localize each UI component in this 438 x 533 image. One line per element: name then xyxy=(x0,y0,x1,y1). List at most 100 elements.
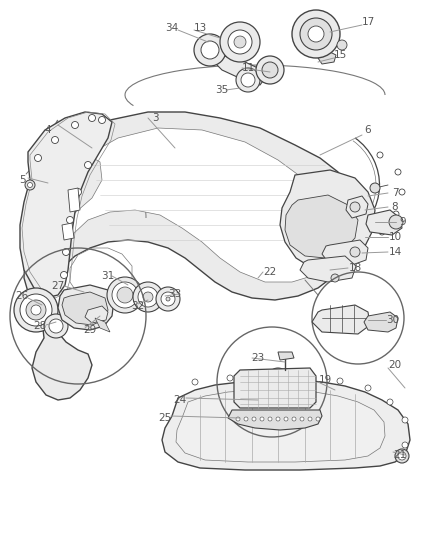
Text: 33: 33 xyxy=(168,289,182,299)
Text: 28: 28 xyxy=(33,321,46,331)
Circle shape xyxy=(67,216,74,223)
Text: 10: 10 xyxy=(389,232,402,242)
Polygon shape xyxy=(20,112,112,298)
Circle shape xyxy=(308,417,312,421)
Polygon shape xyxy=(228,410,322,430)
Polygon shape xyxy=(68,188,80,212)
Circle shape xyxy=(74,189,81,196)
Polygon shape xyxy=(58,285,114,330)
Polygon shape xyxy=(162,380,410,470)
Circle shape xyxy=(156,287,180,311)
Circle shape xyxy=(220,22,260,62)
Circle shape xyxy=(268,417,272,421)
Polygon shape xyxy=(285,195,358,258)
Circle shape xyxy=(112,282,138,308)
Circle shape xyxy=(194,34,226,66)
Circle shape xyxy=(268,368,288,388)
Circle shape xyxy=(265,375,271,381)
Text: 32: 32 xyxy=(131,301,145,311)
Polygon shape xyxy=(40,128,336,320)
Circle shape xyxy=(228,30,252,54)
Circle shape xyxy=(71,122,78,128)
Circle shape xyxy=(133,282,163,312)
Text: 27: 27 xyxy=(51,281,65,291)
Text: 35: 35 xyxy=(215,85,229,95)
Polygon shape xyxy=(85,306,108,323)
Circle shape xyxy=(402,442,408,448)
Circle shape xyxy=(337,378,343,384)
Text: 22: 22 xyxy=(263,267,277,277)
Text: 15: 15 xyxy=(333,50,346,60)
Text: 34: 34 xyxy=(166,23,179,33)
Circle shape xyxy=(63,248,70,255)
Circle shape xyxy=(138,287,158,307)
Text: 4: 4 xyxy=(45,125,51,135)
Circle shape xyxy=(14,288,58,332)
Circle shape xyxy=(284,417,288,421)
Circle shape xyxy=(236,417,240,421)
Text: 14: 14 xyxy=(389,247,402,257)
Circle shape xyxy=(25,180,35,190)
Circle shape xyxy=(20,294,52,326)
Circle shape xyxy=(244,417,248,421)
Circle shape xyxy=(350,202,360,212)
Circle shape xyxy=(35,155,42,161)
Circle shape xyxy=(337,40,347,50)
Circle shape xyxy=(252,417,256,421)
Text: 7: 7 xyxy=(392,188,398,198)
Circle shape xyxy=(31,305,41,315)
Circle shape xyxy=(262,62,278,78)
Polygon shape xyxy=(62,292,108,325)
Text: 23: 23 xyxy=(251,353,265,363)
Circle shape xyxy=(26,300,46,320)
Circle shape xyxy=(387,399,393,405)
Circle shape xyxy=(273,373,283,383)
Polygon shape xyxy=(318,52,336,64)
Polygon shape xyxy=(312,305,370,334)
Circle shape xyxy=(161,292,175,306)
Circle shape xyxy=(377,152,383,158)
Text: 17: 17 xyxy=(361,17,374,27)
Polygon shape xyxy=(322,240,368,265)
Circle shape xyxy=(99,117,106,124)
Circle shape xyxy=(316,417,320,421)
Circle shape xyxy=(402,417,408,423)
Circle shape xyxy=(292,10,340,58)
Text: 9: 9 xyxy=(400,217,406,227)
Circle shape xyxy=(44,314,68,338)
Circle shape xyxy=(300,417,304,421)
Text: 3: 3 xyxy=(152,113,158,123)
Polygon shape xyxy=(62,223,74,240)
Circle shape xyxy=(395,449,409,463)
Text: 6: 6 xyxy=(365,125,371,135)
Polygon shape xyxy=(95,318,110,332)
Polygon shape xyxy=(346,196,368,218)
Text: 25: 25 xyxy=(159,413,172,423)
Circle shape xyxy=(399,189,405,195)
Polygon shape xyxy=(280,170,375,270)
Circle shape xyxy=(292,417,296,421)
Circle shape xyxy=(201,41,219,59)
Text: 26: 26 xyxy=(15,291,28,301)
Circle shape xyxy=(365,385,371,391)
Text: 20: 20 xyxy=(389,360,402,370)
Circle shape xyxy=(241,73,255,87)
Circle shape xyxy=(389,215,403,229)
Polygon shape xyxy=(176,390,385,462)
Text: 5: 5 xyxy=(19,175,25,185)
Circle shape xyxy=(379,229,385,235)
Polygon shape xyxy=(234,368,316,408)
Circle shape xyxy=(395,169,401,175)
Text: 8: 8 xyxy=(392,202,398,212)
Polygon shape xyxy=(300,256,356,282)
Circle shape xyxy=(49,319,63,333)
Circle shape xyxy=(300,18,332,50)
Polygon shape xyxy=(24,112,358,400)
Circle shape xyxy=(398,452,406,460)
Circle shape xyxy=(117,287,133,303)
Circle shape xyxy=(260,417,264,421)
Circle shape xyxy=(393,211,399,217)
Circle shape xyxy=(28,182,32,188)
Circle shape xyxy=(256,56,284,84)
Circle shape xyxy=(331,274,339,282)
